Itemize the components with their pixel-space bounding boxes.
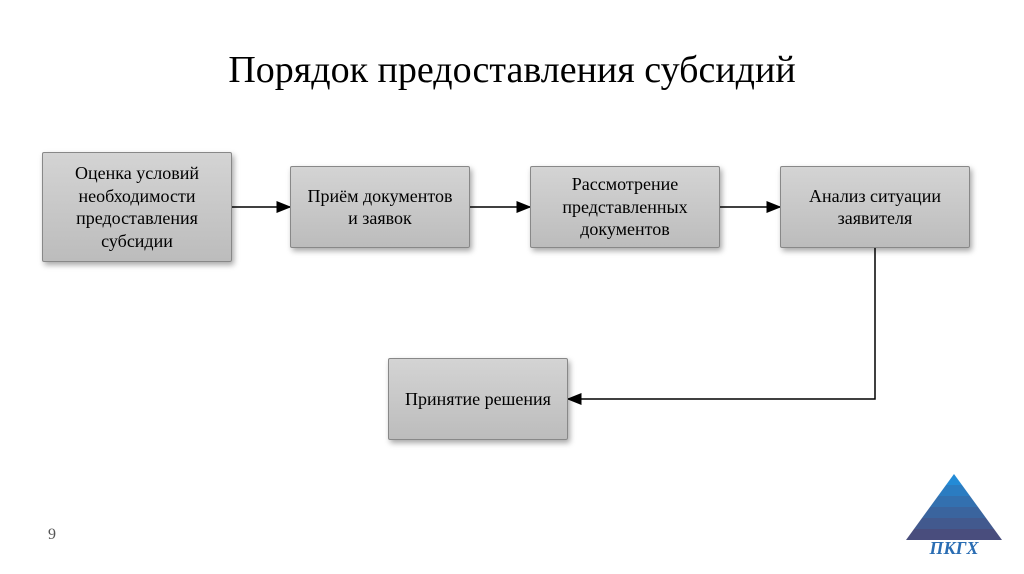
edge-n4-n5 <box>568 248 875 399</box>
arrows-layer <box>0 0 1024 574</box>
flow-node-n4: Анализ ситуации заявителя <box>780 166 970 248</box>
page-number: 9 <box>48 526 56 544</box>
flow-node-n5: Принятие решения <box>388 358 568 440</box>
logo: ПКГХ <box>892 470 1002 560</box>
flow-node-n1: Оценка условий необходимости предоставле… <box>42 152 232 262</box>
svg-text:ПКГХ: ПКГХ <box>928 538 979 558</box>
flow-node-n2: Приём документов и заявок <box>290 166 470 248</box>
flowchart-container: Оценка условий необходимости предоставле… <box>0 0 1024 574</box>
flow-node-n3: Рассмотрение представленных документов <box>530 166 720 248</box>
